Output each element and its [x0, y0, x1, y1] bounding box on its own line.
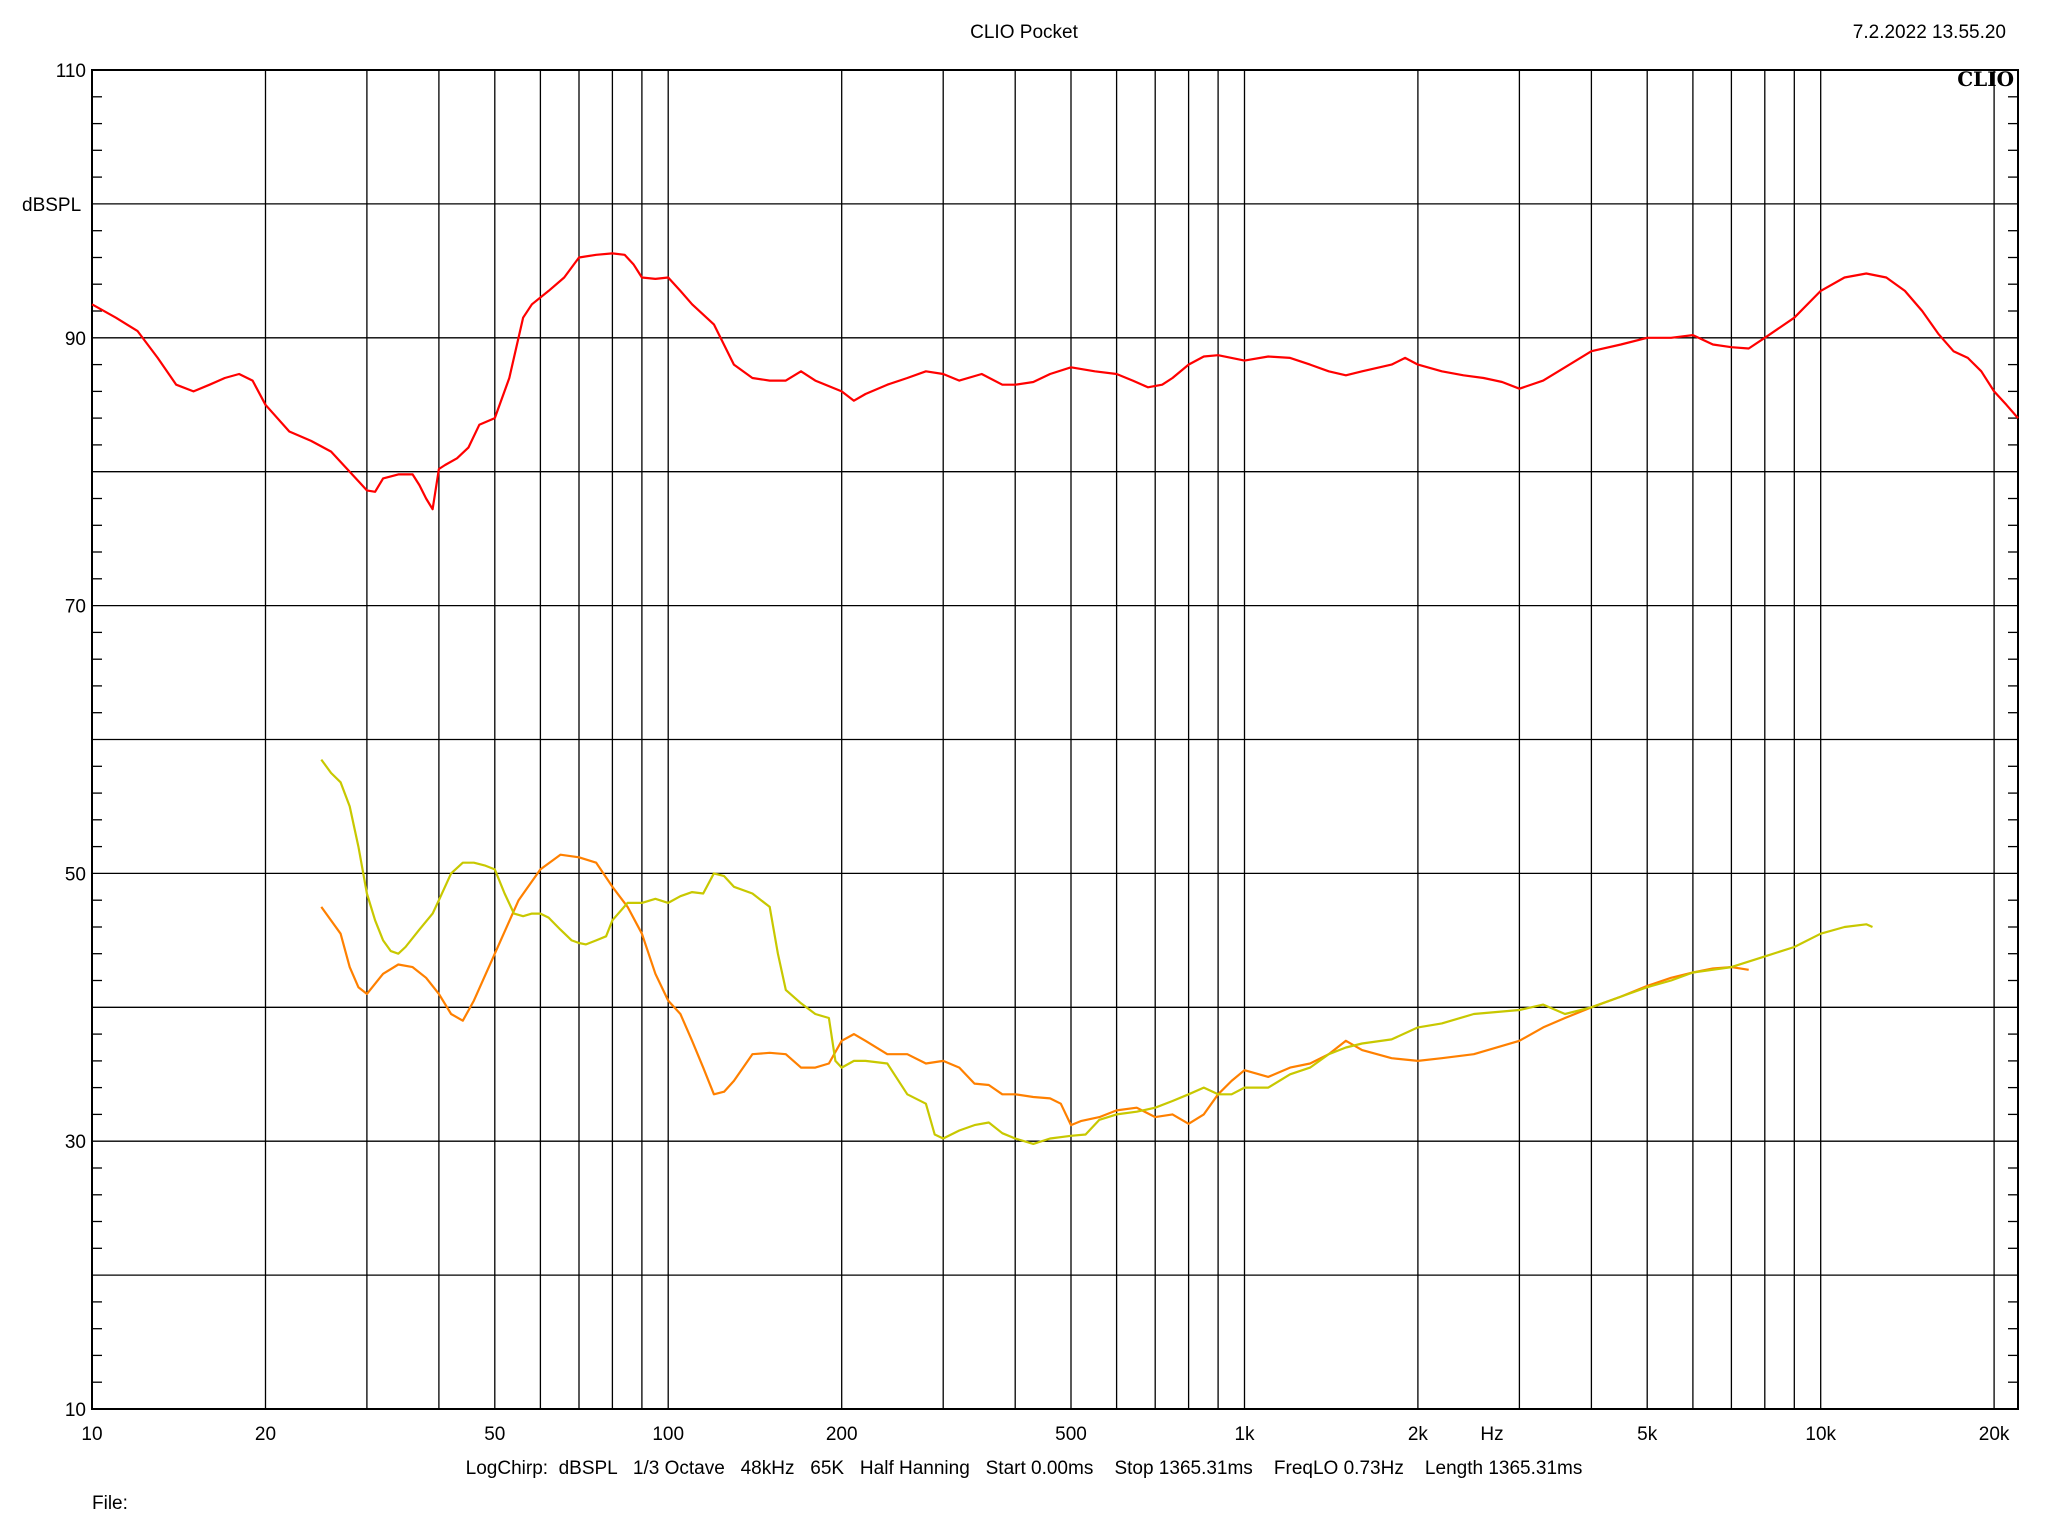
- x-axis-label: Hz: [1480, 1424, 1503, 1445]
- x-tick-label: 20k: [1979, 1424, 2010, 1445]
- series-line-3: [320, 758, 1873, 1145]
- y-tick-label: 90: [65, 329, 86, 350]
- x-tick-label: 10: [81, 1424, 102, 1445]
- y-tick-label: 110: [56, 61, 86, 82]
- x-tick-label: 100: [652, 1424, 684, 1445]
- x-tick-labels: 10 20 50 100 200 500 1k 2k 5k 10k 20k: [81, 1424, 2009, 1445]
- series-line-2: [320, 853, 1749, 1127]
- x-tick-label: 50: [484, 1424, 505, 1445]
- chart-title: CLIO Pocket: [970, 22, 1078, 43]
- y-axis-label: dBSPL: [22, 195, 81, 216]
- grid: [92, 70, 2018, 1409]
- x-tick-label: 2k: [1408, 1424, 1429, 1445]
- timestamp: 7.2.2022 13.55.20: [1852, 22, 2006, 43]
- file-label: File:: [92, 1493, 128, 1514]
- series-line-1: [91, 252, 2019, 511]
- y-tick-label: 50: [65, 864, 86, 885]
- x-tick-label: 1k: [1234, 1424, 1255, 1445]
- x-tick-label: 200: [826, 1424, 858, 1445]
- y-tick-label: 10: [65, 1400, 86, 1421]
- measurement-settings: LogChirp: dBSPL 1/3 Octave 48kHz 65K Hal…: [465, 1458, 1583, 1479]
- x-tick-label: 20: [255, 1424, 276, 1445]
- x-tick-label: 500: [1055, 1424, 1087, 1445]
- minor-ticks: [92, 96, 2018, 1383]
- y-tick-labels: 10 30 50 70 90 110: [56, 61, 86, 1421]
- clio-logo: CLIO: [1957, 67, 2014, 91]
- y-tick-label: 30: [65, 1132, 86, 1153]
- series-layer: [91, 252, 2019, 1145]
- x-tick-label: 10k: [1805, 1424, 1836, 1445]
- x-tick-label: 5k: [1637, 1424, 1658, 1445]
- y-tick-label: 70: [65, 597, 86, 618]
- plot-frame: [91, 69, 2019, 1410]
